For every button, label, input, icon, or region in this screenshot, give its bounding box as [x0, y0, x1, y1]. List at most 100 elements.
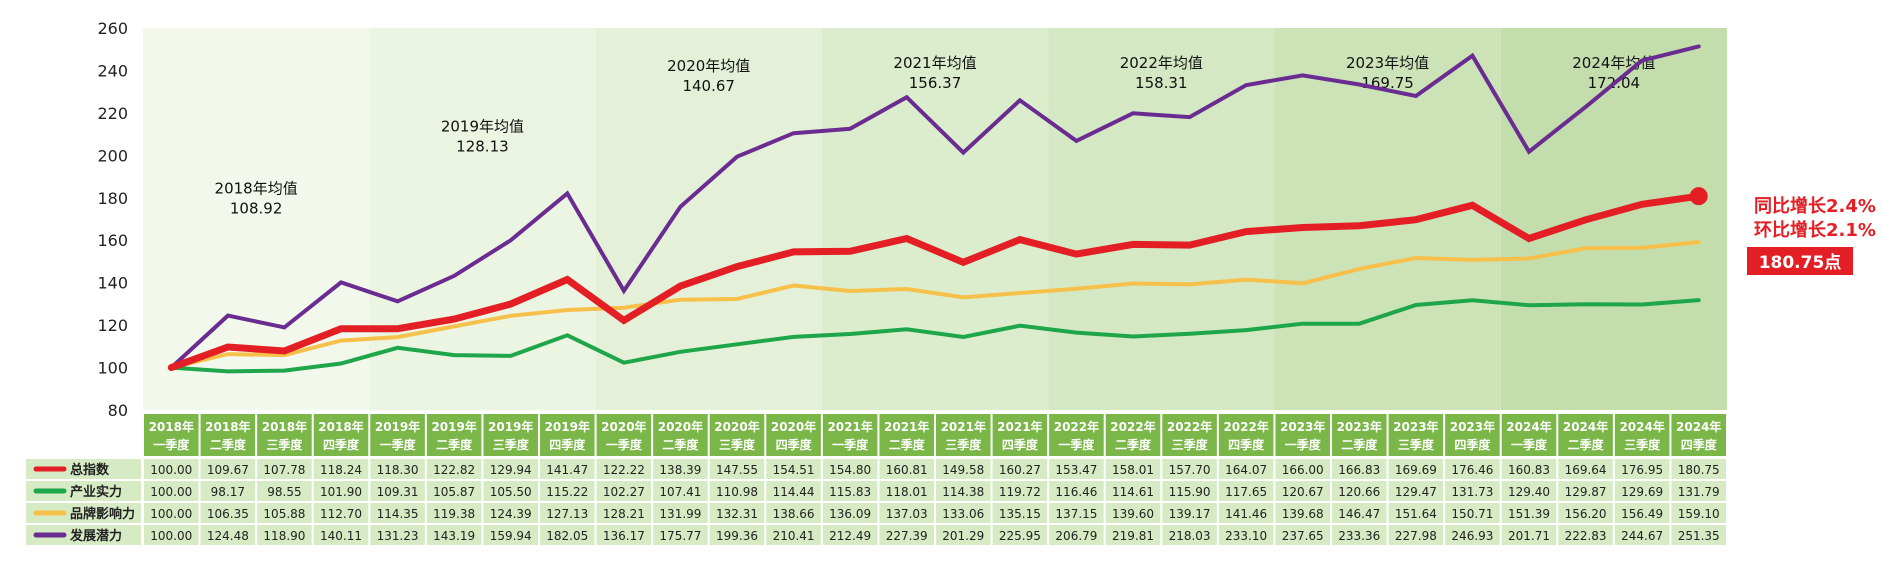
table-value: 233.36 — [1338, 529, 1380, 543]
table-cell — [1162, 525, 1217, 545]
table-cell — [1275, 481, 1330, 501]
table-cell — [483, 481, 538, 501]
legend-label: 发展潜力 — [69, 528, 122, 544]
quarter-header-year: 2019年 — [375, 419, 420, 434]
table-cell — [1049, 459, 1104, 479]
table-cell — [936, 459, 991, 479]
table-cell — [200, 459, 256, 479]
table-cell — [257, 481, 312, 501]
table-value: 218.03 — [1169, 529, 1211, 543]
table-value: 109.31 — [377, 485, 419, 499]
table-value: 120.67 — [1282, 485, 1324, 499]
index-value-text: 180.75点 — [1759, 252, 1842, 273]
table-cell — [370, 459, 425, 479]
quarter-header-cell — [1105, 414, 1161, 456]
quarter-header-cell — [1501, 414, 1557, 456]
table-cell — [822, 525, 878, 545]
table-cell — [766, 503, 821, 523]
quarter-header-year: 2024年 — [1676, 419, 1721, 434]
table-cell — [200, 525, 256, 545]
y-tick-label: 160 — [97, 231, 128, 250]
table-value: 129.47 — [1395, 485, 1437, 499]
table-cell — [709, 459, 765, 479]
quarter-header-quarter: 一季度 — [1511, 437, 1548, 452]
table-cell — [1388, 525, 1444, 545]
table-value: 169.64 — [1565, 463, 1607, 477]
table-cell — [1388, 503, 1444, 523]
table-value: 114.61 — [1112, 485, 1154, 499]
table-cell — [426, 503, 482, 523]
table-cell — [1558, 525, 1613, 545]
table-cell — [426, 459, 482, 479]
table-cell — [1671, 459, 1726, 479]
table-cell — [1671, 503, 1726, 523]
table-value: 175.77 — [659, 529, 701, 543]
y-tick-label: 120 — [97, 316, 128, 335]
y-tick-label: 80 — [108, 401, 128, 420]
table-cell — [1218, 459, 1274, 479]
quarter-header-cell — [370, 414, 425, 456]
table-value: 122.82 — [433, 463, 475, 477]
table-cell — [426, 481, 482, 501]
table-cell — [370, 525, 425, 545]
table-value: 132.31 — [716, 507, 758, 521]
table-value: 128.21 — [603, 507, 645, 521]
quarter-header-quarter: 三季度 — [1172, 437, 1209, 452]
quarter-header-quarter: 三季度 — [1624, 437, 1661, 452]
quarter-header-quarter: 四季度 — [1002, 437, 1039, 452]
table-cell — [1614, 503, 1670, 523]
quarter-header-quarter: 四季度 — [549, 437, 586, 452]
table-cell — [1445, 459, 1500, 479]
table-value: 117.65 — [1225, 485, 1267, 499]
series-line-2 — [169, 298, 1701, 374]
table-cell — [1275, 525, 1330, 545]
quarter-header-cell — [144, 414, 199, 456]
qoq-growth-label: 环比增长2.1% — [1754, 219, 1876, 241]
table-value: 100.00 — [150, 485, 192, 499]
table-value: 160.81 — [886, 463, 928, 477]
annual-average-label: 2024年均值 — [1572, 54, 1655, 72]
table-value: 118.24 — [320, 463, 362, 477]
legend-cell — [26, 503, 141, 523]
quarter-header-quarter: 三季度 — [266, 437, 303, 452]
table-value: 146.47 — [1338, 507, 1380, 521]
table-cell — [144, 525, 199, 545]
table-value: 137.15 — [1055, 507, 1097, 521]
table-cell — [144, 503, 199, 523]
quarter-header-year: 2019年 — [431, 419, 476, 434]
quarter-header-year: 2021年 — [997, 419, 1042, 434]
table-cell — [313, 459, 369, 479]
table-cell — [1049, 481, 1104, 501]
table-value: 139.68 — [1282, 507, 1324, 521]
table-cell — [257, 459, 312, 479]
quarter-header-cell — [879, 414, 934, 456]
table-value: 100.00 — [150, 463, 192, 477]
table-cell — [540, 525, 595, 545]
y-tick-label: 200 — [97, 146, 128, 165]
total-index-endpoint — [1689, 187, 1708, 206]
table-cell — [1105, 481, 1161, 501]
quarter-header-year: 2018年 — [149, 419, 194, 434]
table-cell — [1558, 459, 1613, 479]
quarter-header-cell — [1558, 414, 1613, 456]
table-value: 157.70 — [1169, 463, 1211, 477]
quarter-header-year: 2023年 — [1393, 419, 1438, 434]
table-cell — [879, 525, 934, 545]
quarter-header-cell — [426, 414, 482, 456]
table-value: 98.17 — [211, 485, 245, 499]
table-value: 98.55 — [267, 485, 301, 499]
quarter-header-year: 2018年 — [205, 419, 250, 434]
quarter-header-quarter: 一季度 — [1058, 437, 1095, 452]
quarter-header-year: 2021年 — [827, 419, 872, 434]
table-cell — [1388, 459, 1444, 479]
table-value: 166.83 — [1338, 463, 1380, 477]
quarter-header-year: 2024年 — [1619, 419, 1664, 434]
table-value: 129.69 — [1621, 485, 1663, 499]
table-cell — [1332, 481, 1387, 501]
table-value: 143.19 — [433, 529, 475, 543]
quarter-header-cell — [1671, 414, 1726, 456]
table-value: 138.66 — [773, 507, 815, 521]
table-value: 147.55 — [716, 463, 758, 477]
legend-label: 总指数 — [70, 462, 110, 478]
table-cell — [596, 503, 652, 523]
